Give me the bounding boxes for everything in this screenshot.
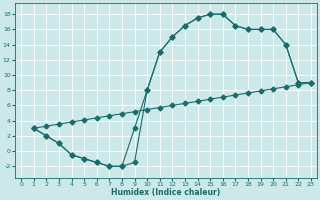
X-axis label: Humidex (Indice chaleur): Humidex (Indice chaleur)	[111, 188, 221, 197]
